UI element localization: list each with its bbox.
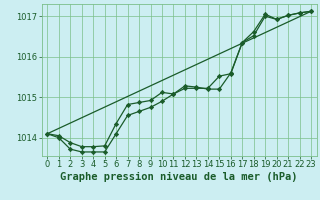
X-axis label: Graphe pression niveau de la mer (hPa): Graphe pression niveau de la mer (hPa) <box>60 172 298 182</box>
